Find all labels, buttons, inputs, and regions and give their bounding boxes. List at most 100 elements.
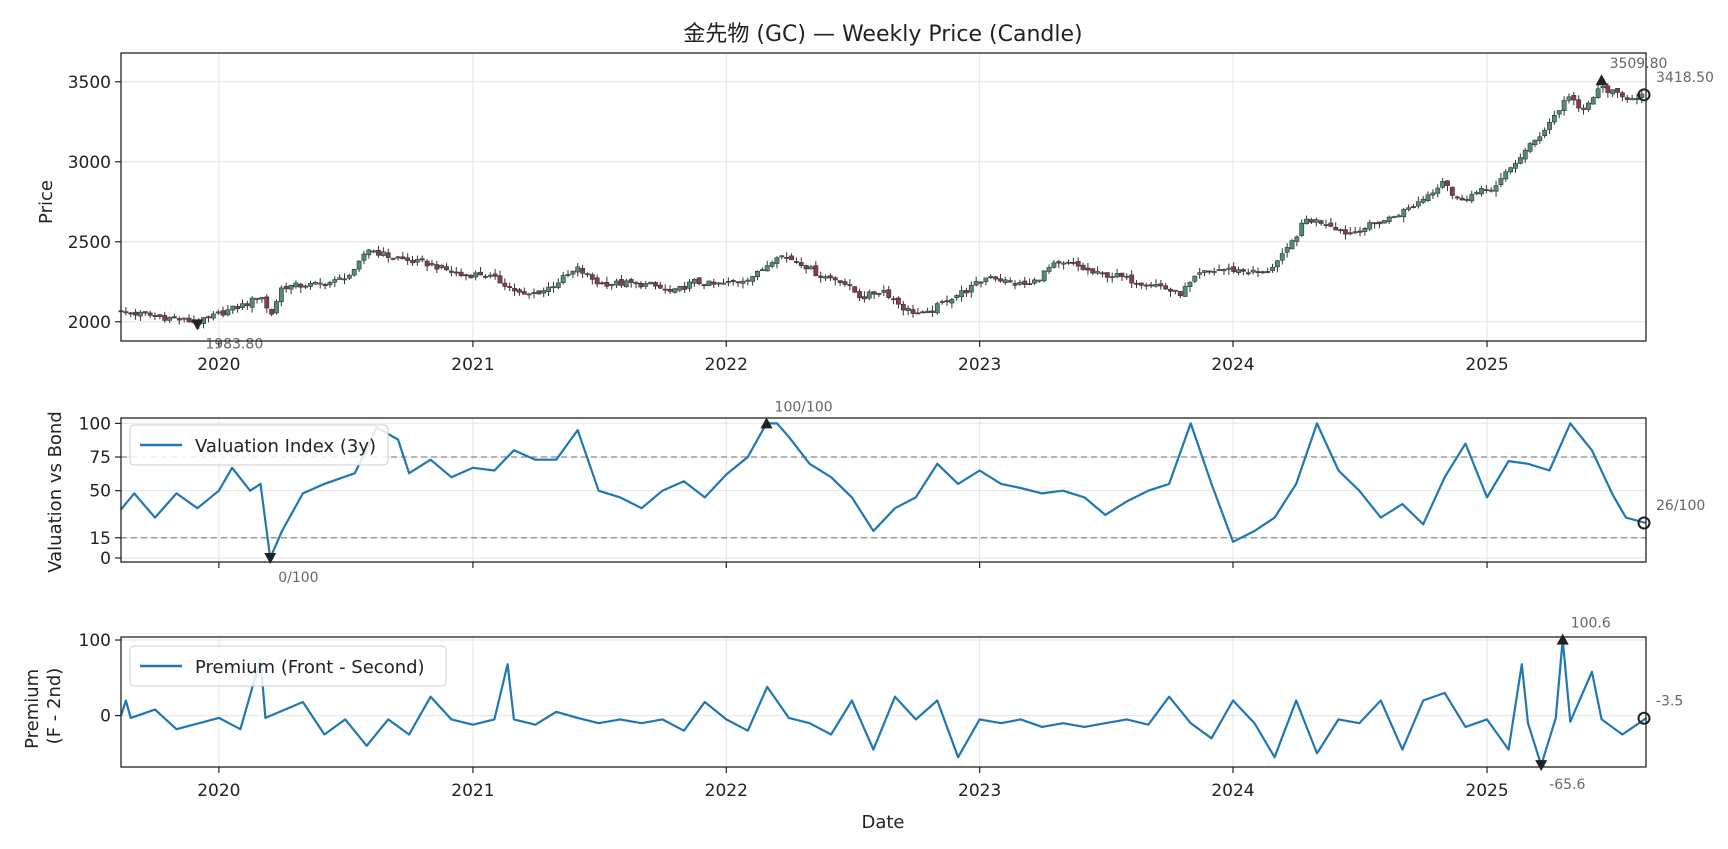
candle-body-down — [1318, 220, 1324, 224]
candle-body-up — [764, 265, 770, 272]
candle — [414, 255, 420, 266]
candle — [1430, 189, 1436, 199]
candle — [973, 276, 979, 287]
candle-body-up — [1352, 231, 1358, 234]
annotation-label: 1983.80 — [205, 336, 263, 352]
candle — [881, 285, 887, 296]
candle — [1595, 84, 1601, 99]
candle — [876, 292, 882, 298]
candle — [1517, 153, 1523, 165]
candle-body-up — [1600, 85, 1606, 89]
candle-body-down — [147, 312, 153, 316]
candle — [497, 270, 503, 284]
candle — [249, 296, 255, 313]
candle — [1206, 270, 1212, 275]
candle-body-down — [507, 286, 513, 288]
candle — [1605, 83, 1611, 98]
candle — [1581, 104, 1586, 115]
candle-body-up — [1051, 262, 1057, 268]
x-tick-label: 2021 — [451, 781, 494, 801]
valuation-legend-box — [129, 424, 389, 466]
candle-body-up — [429, 263, 435, 266]
candle-body-up — [1284, 247, 1290, 253]
candle — [1629, 94, 1635, 101]
candle-body-up — [1313, 219, 1319, 223]
candle-body-down — [1357, 230, 1363, 233]
candle — [376, 245, 381, 258]
candle-body-down — [988, 276, 994, 279]
candle-body-up — [706, 280, 712, 286]
candle — [871, 291, 877, 300]
candle — [1401, 207, 1407, 223]
candle-body-up — [954, 295, 960, 299]
candle — [483, 274, 488, 280]
candle — [1187, 281, 1193, 293]
candle-body-up — [721, 282, 726, 285]
candle — [1265, 267, 1271, 274]
candle — [1566, 93, 1572, 104]
candle-body-down — [793, 261, 799, 263]
candle-body-down — [157, 314, 163, 317]
premium-legend-label: Premium (Front - Second) — [195, 657, 425, 678]
candle — [186, 314, 192, 323]
candle-body-up — [1182, 286, 1188, 297]
valuation-line — [120, 422, 1647, 560]
candle — [449, 266, 454, 277]
candle-body-up — [755, 270, 760, 278]
candle-body-down — [1206, 270, 1212, 273]
valuation-y-label: Valuation vs Bond — [45, 411, 66, 573]
candle — [244, 300, 250, 310]
candle — [1056, 260, 1062, 269]
candle-body-down — [832, 277, 838, 281]
candle — [1153, 279, 1159, 288]
candle — [1415, 196, 1421, 209]
x-tick-label: 2022 — [705, 781, 748, 801]
candle — [1381, 220, 1387, 224]
candle-body-up — [278, 287, 284, 303]
candle — [1022, 276, 1028, 288]
candle-body-down — [944, 300, 950, 303]
candle — [852, 285, 858, 293]
candle — [706, 280, 712, 287]
candle-body-down — [419, 258, 425, 261]
candle — [419, 255, 425, 263]
candle-body-up — [138, 311, 143, 317]
candle-body-down — [862, 296, 867, 300]
candle-body-up — [1172, 289, 1178, 292]
candle — [1148, 281, 1154, 289]
candle — [1610, 89, 1616, 98]
candle-body-up — [934, 303, 940, 314]
candle — [954, 293, 960, 301]
candle-body-up — [1187, 281, 1193, 288]
candle-body-up — [1508, 167, 1514, 173]
candle-body-down — [827, 275, 833, 279]
candle — [1245, 268, 1251, 276]
candle-body-up — [1551, 115, 1557, 123]
candle — [1362, 227, 1368, 236]
candle-body-down — [653, 282, 658, 287]
candle — [1522, 147, 1528, 163]
candle — [1027, 278, 1033, 286]
candle-body-up — [1294, 236, 1300, 242]
candle — [1231, 262, 1237, 274]
candle-body-down — [1245, 272, 1251, 275]
candle — [900, 300, 906, 316]
candle — [1498, 172, 1504, 188]
candle-body-down — [847, 284, 853, 287]
candle-body-up — [551, 286, 556, 289]
candle — [1561, 96, 1567, 116]
candle — [735, 281, 741, 287]
candle — [385, 248, 391, 263]
y-tick-label: 50 — [89, 482, 111, 502]
candle-body-up — [259, 297, 265, 300]
candle — [210, 311, 216, 321]
candle-body-down — [1138, 282, 1144, 286]
candle-body-down — [1241, 269, 1246, 272]
candle-body-up — [1474, 192, 1480, 195]
candle-body-up — [745, 279, 751, 282]
candle-body-down — [1119, 272, 1125, 277]
candle-body-down — [1333, 227, 1339, 231]
price-plot-frame — [120, 52, 1647, 342]
candle-body-down — [142, 311, 148, 314]
candle-body-up — [274, 301, 279, 314]
